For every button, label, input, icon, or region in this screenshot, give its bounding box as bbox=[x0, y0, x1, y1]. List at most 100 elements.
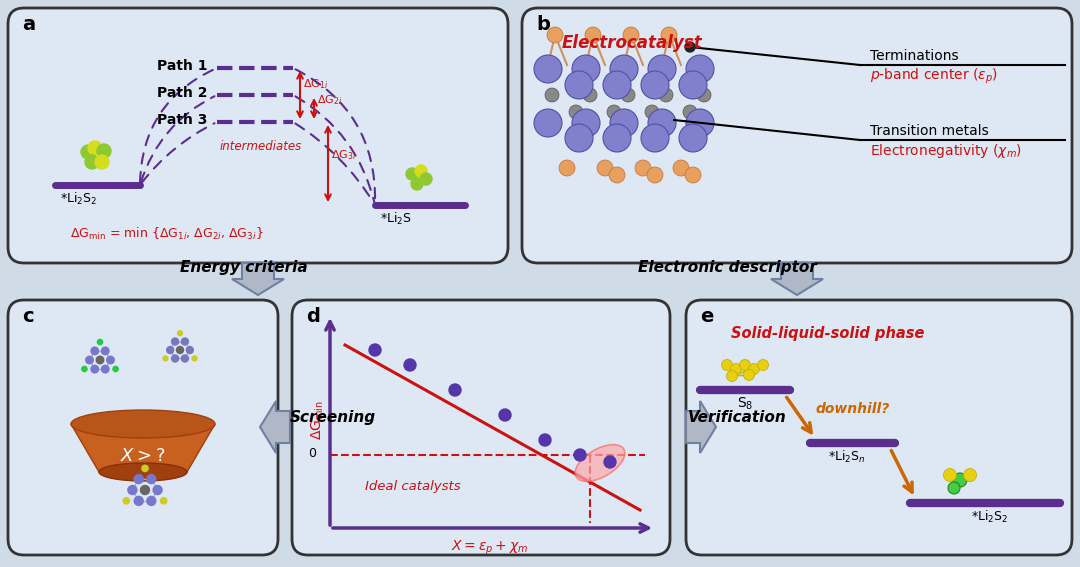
Circle shape bbox=[499, 409, 511, 421]
Text: $p$-band center ($\epsilon_p$): $p$-band center ($\epsilon_p$) bbox=[870, 67, 998, 86]
Text: $*$Li$_2$S: $*$Li$_2$S bbox=[380, 211, 411, 227]
Text: e: e bbox=[700, 307, 714, 326]
Circle shape bbox=[147, 475, 156, 484]
Circle shape bbox=[659, 88, 673, 102]
Circle shape bbox=[604, 456, 616, 468]
Circle shape bbox=[181, 338, 188, 345]
Circle shape bbox=[623, 27, 639, 43]
Text: $\Delta$G$_{\rm min}$ = min {$\Delta$G$_{1i}$, $\Delta$G$_{2i}$, $\Delta$G$_{3i}: $\Delta$G$_{\rm min}$ = min {$\Delta$G$_… bbox=[70, 226, 264, 242]
Polygon shape bbox=[260, 401, 291, 453]
Circle shape bbox=[642, 71, 669, 99]
Circle shape bbox=[757, 359, 769, 370]
Circle shape bbox=[91, 347, 98, 354]
Circle shape bbox=[679, 124, 707, 152]
Circle shape bbox=[607, 105, 621, 119]
Text: b: b bbox=[536, 15, 550, 34]
Text: $\Delta$G$_{3i}$: $\Delta$G$_{3i}$ bbox=[330, 148, 356, 162]
Circle shape bbox=[166, 346, 174, 353]
Text: Verification: Verification bbox=[688, 410, 786, 425]
Circle shape bbox=[565, 124, 593, 152]
Circle shape bbox=[534, 109, 562, 137]
Circle shape bbox=[85, 356, 93, 364]
Circle shape bbox=[645, 105, 659, 119]
Circle shape bbox=[81, 145, 95, 159]
Circle shape bbox=[583, 88, 597, 102]
Circle shape bbox=[685, 167, 701, 183]
Circle shape bbox=[730, 363, 742, 374]
Circle shape bbox=[96, 356, 104, 364]
Circle shape bbox=[569, 105, 583, 119]
Text: Energy criteria: Energy criteria bbox=[180, 260, 308, 275]
Circle shape bbox=[539, 434, 551, 446]
Text: a: a bbox=[22, 15, 36, 34]
Circle shape bbox=[609, 167, 625, 183]
Circle shape bbox=[534, 55, 562, 83]
Text: Screening: Screening bbox=[291, 410, 376, 425]
Circle shape bbox=[102, 347, 109, 354]
Circle shape bbox=[172, 355, 178, 362]
Ellipse shape bbox=[576, 445, 625, 481]
Circle shape bbox=[963, 468, 976, 481]
Polygon shape bbox=[686, 401, 716, 453]
Ellipse shape bbox=[99, 463, 187, 481]
FancyBboxPatch shape bbox=[522, 8, 1072, 263]
Circle shape bbox=[572, 55, 600, 83]
Circle shape bbox=[648, 55, 676, 83]
Circle shape bbox=[748, 363, 759, 374]
FancyBboxPatch shape bbox=[8, 300, 278, 555]
Text: $X = \epsilon_p + \chi_m$: $X = \epsilon_p + \chi_m$ bbox=[451, 539, 528, 557]
Circle shape bbox=[134, 475, 144, 484]
Circle shape bbox=[648, 109, 676, 137]
Circle shape bbox=[546, 27, 563, 43]
Circle shape bbox=[597, 160, 613, 176]
Circle shape bbox=[172, 338, 178, 345]
Text: S$_8$: S$_8$ bbox=[737, 396, 753, 412]
Circle shape bbox=[559, 160, 575, 176]
Text: Path 3: Path 3 bbox=[157, 113, 207, 127]
Circle shape bbox=[187, 346, 193, 353]
Circle shape bbox=[95, 155, 109, 169]
Text: d: d bbox=[306, 307, 320, 326]
FancyBboxPatch shape bbox=[686, 300, 1072, 555]
Text: $*$Li$_2$S$_2$: $*$Li$_2$S$_2$ bbox=[971, 509, 1009, 525]
Circle shape bbox=[411, 178, 423, 190]
Text: $X > ?$: $X > ?$ bbox=[120, 447, 165, 465]
Circle shape bbox=[176, 346, 184, 353]
Circle shape bbox=[163, 356, 167, 361]
Text: $\Delta$G$_{1i}$: $\Delta$G$_{1i}$ bbox=[303, 77, 328, 91]
Circle shape bbox=[177, 331, 183, 336]
Circle shape bbox=[953, 473, 967, 487]
Circle shape bbox=[573, 449, 586, 461]
Circle shape bbox=[621, 88, 635, 102]
Circle shape bbox=[369, 344, 381, 356]
Circle shape bbox=[87, 141, 102, 155]
Circle shape bbox=[406, 168, 418, 180]
Text: downhill?: downhill? bbox=[815, 402, 889, 416]
Circle shape bbox=[635, 160, 651, 176]
Circle shape bbox=[679, 71, 707, 99]
Circle shape bbox=[134, 497, 144, 505]
Text: $\Delta$G$_{2i}$: $\Delta$G$_{2i}$ bbox=[318, 93, 342, 107]
Circle shape bbox=[140, 485, 149, 494]
Circle shape bbox=[102, 365, 109, 373]
Circle shape bbox=[727, 370, 738, 382]
Text: $\Delta$G$_{\rm min}$: $\Delta$G$_{\rm min}$ bbox=[310, 400, 326, 440]
Circle shape bbox=[91, 365, 98, 373]
Circle shape bbox=[127, 485, 137, 494]
Text: Electrocatalyst: Electrocatalyst bbox=[562, 34, 703, 52]
FancyBboxPatch shape bbox=[292, 300, 670, 555]
Circle shape bbox=[141, 466, 148, 472]
Circle shape bbox=[181, 355, 188, 362]
Circle shape bbox=[415, 165, 427, 177]
Text: Electronic descriptor: Electronic descriptor bbox=[638, 260, 816, 275]
Circle shape bbox=[721, 359, 732, 370]
Text: c: c bbox=[22, 307, 33, 326]
Circle shape bbox=[97, 340, 103, 345]
Circle shape bbox=[685, 42, 696, 52]
Circle shape bbox=[147, 497, 156, 505]
Text: Path 2: Path 2 bbox=[157, 86, 207, 100]
Text: 0: 0 bbox=[308, 447, 316, 460]
Text: Ideal catalysts: Ideal catalysts bbox=[365, 480, 461, 493]
Circle shape bbox=[944, 468, 957, 481]
Circle shape bbox=[686, 109, 714, 137]
